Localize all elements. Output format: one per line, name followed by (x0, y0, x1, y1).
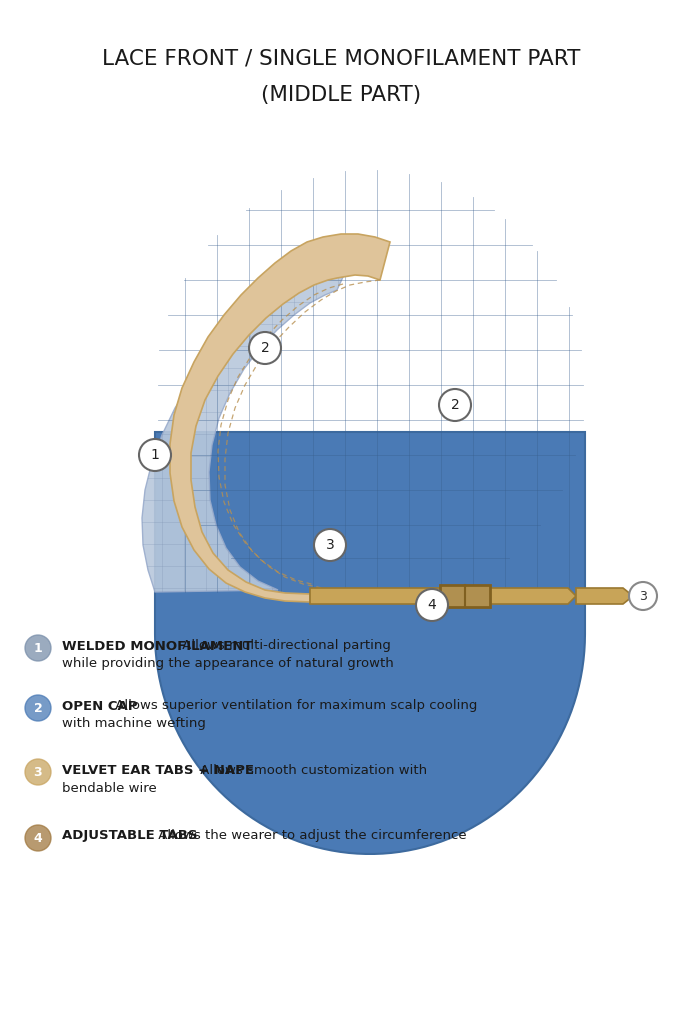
Text: VELVET EAR TABS + NAPE: VELVET EAR TABS + NAPE (62, 764, 254, 776)
Circle shape (439, 389, 471, 421)
Text: bendable wire: bendable wire (62, 781, 157, 795)
Circle shape (25, 825, 51, 851)
Text: with machine wefting: with machine wefting (62, 718, 206, 730)
Text: OPEN CAP: OPEN CAP (62, 699, 137, 713)
Text: 4: 4 (428, 598, 436, 612)
Text: 3: 3 (639, 590, 647, 602)
Polygon shape (440, 585, 490, 607)
Text: WELDED MONOFILAMENT: WELDED MONOFILAMENT (62, 640, 253, 652)
Text: ADJUSTABLE TABS: ADJUSTABLE TABS (62, 829, 197, 843)
Text: 1: 1 (33, 641, 42, 654)
Text: 2: 2 (451, 398, 460, 412)
Text: (MIDDLE PART): (MIDDLE PART) (261, 85, 421, 105)
Polygon shape (576, 588, 633, 604)
Circle shape (139, 439, 171, 471)
Circle shape (314, 529, 346, 561)
Text: 2: 2 (261, 341, 269, 355)
Text: LACE FRONT / SINGLE MONOFILAMENT PART: LACE FRONT / SINGLE MONOFILAMENT PART (102, 48, 580, 68)
Text: 3: 3 (326, 538, 335, 552)
Text: Allows smooth customization with: Allows smooth customization with (196, 764, 428, 776)
Text: Allows multi-directional parting: Allows multi-directional parting (178, 640, 391, 652)
Text: Allows the wearer to adjust the circumference: Allows the wearer to adjust the circumfe… (154, 829, 466, 843)
Text: 2: 2 (33, 701, 42, 715)
Circle shape (416, 589, 448, 621)
Text: 4: 4 (33, 831, 42, 845)
Circle shape (249, 332, 281, 364)
Text: 1: 1 (150, 449, 159, 462)
Text: while providing the appearance of natural growth: while providing the appearance of natura… (62, 657, 394, 671)
Polygon shape (155, 432, 585, 854)
Polygon shape (170, 234, 390, 602)
Circle shape (629, 582, 657, 610)
Text: Allows superior ventilation for maximum scalp cooling: Allows superior ventilation for maximum … (111, 699, 477, 713)
Text: 3: 3 (33, 766, 42, 778)
Polygon shape (310, 588, 576, 604)
Circle shape (25, 695, 51, 721)
Circle shape (25, 635, 51, 662)
Circle shape (25, 759, 51, 785)
Polygon shape (142, 275, 343, 592)
